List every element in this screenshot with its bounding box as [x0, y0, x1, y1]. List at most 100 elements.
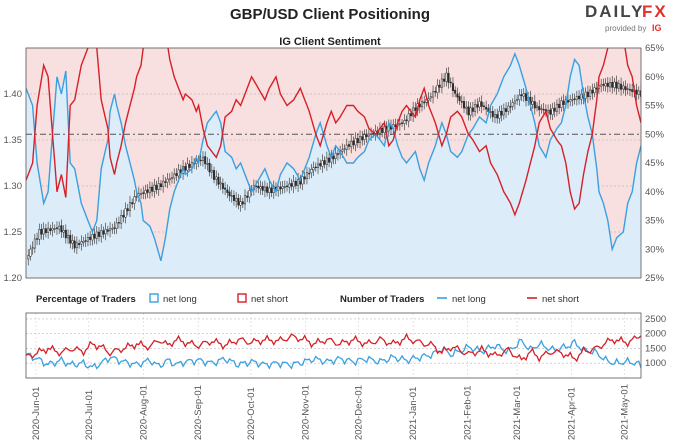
candle-body — [624, 86, 627, 91]
candle-body — [578, 95, 581, 100]
candle-body — [593, 87, 596, 94]
candle-body — [248, 190, 251, 198]
candle-body — [246, 195, 249, 198]
candle-body — [465, 106, 468, 109]
candle-body — [266, 186, 269, 193]
candle-body — [611, 81, 614, 88]
percent-tick-label: 40% — [645, 187, 665, 198]
candle-body — [363, 134, 366, 140]
net-long-line — [26, 51, 641, 261]
date-tick-label: 2020-Aug-01 — [138, 385, 149, 440]
candle-body — [524, 93, 527, 101]
candle-body — [151, 186, 154, 192]
candle-body — [157, 183, 160, 190]
candle-body — [505, 108, 508, 112]
candle-body — [42, 228, 45, 235]
candle-body — [89, 236, 92, 240]
candle-body — [144, 189, 147, 194]
candle-body — [345, 144, 348, 150]
candle-body — [279, 186, 282, 190]
candle-body — [323, 160, 326, 165]
net-short-line — [26, 48, 641, 217]
price-tick-label: 1.35 — [4, 135, 23, 146]
traders-tick-label: 2000 — [645, 329, 666, 340]
legend-num-long-label: net long — [452, 294, 486, 305]
candle-body — [480, 101, 483, 107]
candle-body — [153, 184, 156, 192]
percent-tick-label: 60% — [645, 72, 665, 83]
candle-body — [286, 185, 289, 187]
candle-body — [584, 91, 587, 99]
candle-body — [155, 184, 158, 190]
candle-body — [100, 230, 103, 237]
candle-body — [159, 183, 162, 187]
candle-body — [352, 140, 355, 146]
candle-body — [367, 133, 370, 137]
legend-group2-title: Number of Traders — [340, 294, 424, 305]
candle-body — [232, 194, 235, 201]
dailyfx-logo: DAILY FX provided by IG — [585, 2, 668, 33]
candle-body — [509, 106, 512, 108]
brand-name-part2: FX — [642, 2, 668, 21]
candle-body — [478, 101, 481, 108]
candle-body — [80, 241, 83, 245]
candle-body — [566, 100, 570, 103]
candle-body — [334, 152, 337, 159]
candle-body — [547, 110, 550, 113]
candle-body — [120, 215, 123, 224]
legend-group1-title: Percentage of Traders — [36, 294, 136, 305]
date-tick-label: 2021-May-01 — [620, 384, 631, 440]
candle-body — [175, 173, 178, 176]
candle-body — [73, 240, 76, 249]
candle-body — [69, 234, 72, 244]
candle-body — [243, 195, 247, 205]
candle-body — [493, 114, 497, 118]
candle-body — [268, 187, 271, 193]
candle-body — [305, 172, 308, 179]
candle-body — [188, 163, 191, 168]
candle-body — [124, 208, 127, 218]
candle-body — [520, 94, 523, 97]
candle-body — [186, 163, 189, 171]
legend-num-short-label: net short — [542, 294, 579, 305]
candle-body — [283, 186, 286, 188]
candle-body — [489, 111, 492, 113]
candle-body — [460, 101, 463, 103]
candle-body — [228, 191, 231, 197]
candle-body — [40, 229, 43, 235]
candle-body — [97, 231, 101, 237]
candle-body — [82, 240, 85, 243]
chart-title: GBP/USD Client Positioning — [230, 6, 430, 23]
candle-body — [469, 107, 472, 116]
candle-body — [58, 225, 61, 230]
candle-body — [536, 105, 539, 108]
date-tick-label: 2020-Nov-01 — [301, 385, 312, 440]
candle-body — [407, 113, 410, 122]
candle-body — [381, 127, 384, 133]
candle-body — [516, 98, 519, 101]
candle-body — [467, 106, 470, 116]
candle-body — [398, 123, 401, 125]
candle-body — [573, 98, 576, 100]
candle-body — [219, 182, 222, 185]
price-tick-label: 1.25 — [4, 227, 23, 238]
candle-body — [210, 170, 213, 173]
candle-body — [288, 183, 291, 188]
candle-body — [131, 202, 134, 205]
candle-body — [558, 103, 561, 109]
candle-body — [613, 81, 616, 88]
candle-body — [316, 163, 320, 168]
candle-body — [434, 91, 437, 93]
candle-body — [443, 78, 446, 82]
candle-body — [215, 176, 218, 180]
date-tick-label: 2020-Sep-01 — [193, 385, 204, 440]
candle-body — [436, 85, 439, 93]
legend: Percentage of Traders net long net short… — [36, 293, 579, 305]
candle-body — [226, 189, 229, 193]
candle-body — [451, 83, 454, 91]
candle-body — [281, 186, 284, 189]
date-tick-label: 2020-Oct-01 — [246, 387, 257, 440]
candle-body — [631, 89, 634, 92]
candle-body — [454, 89, 457, 94]
